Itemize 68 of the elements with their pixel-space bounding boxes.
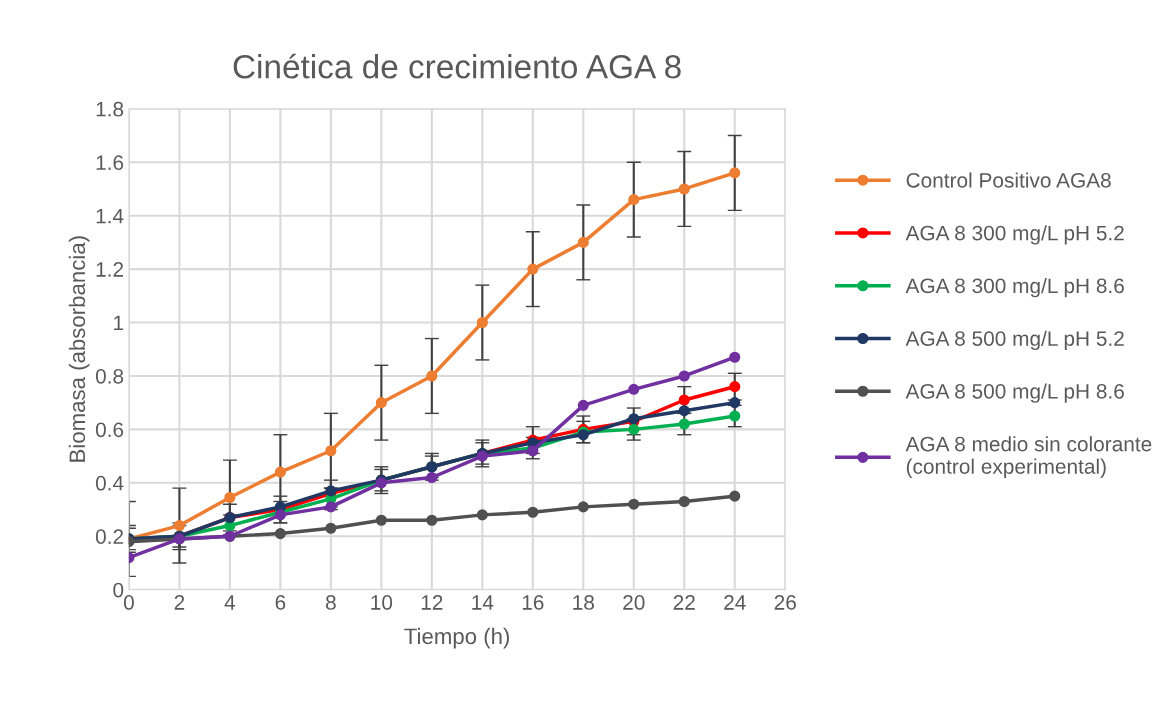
point — [577, 236, 589, 248]
x-tick-label: 2 — [174, 595, 185, 610]
point — [476, 509, 488, 521]
y-tick-label: 0.6 — [95, 422, 124, 438]
point — [527, 263, 539, 275]
legend-label: AGA 8 300 mg/L pH 5.2 — [905, 225, 1124, 245]
y-tick-label: 1.6 — [96, 155, 124, 170]
x-tick-label: 22 — [673, 595, 695, 610]
x-tick-label: 0 — [123, 595, 134, 610]
point — [628, 194, 640, 206]
y-tick-label: 1 — [114, 315, 124, 331]
point — [426, 471, 438, 484]
x-axis-title: Tiempo (h) — [404, 627, 509, 649]
point — [577, 501, 589, 513]
point — [274, 528, 286, 540]
point — [325, 445, 337, 457]
x-tick-label: 24 — [724, 595, 746, 610]
point — [426, 514, 438, 526]
point — [375, 397, 387, 409]
point — [678, 405, 690, 417]
y-tick-label: 0.4 — [95, 475, 124, 491]
point — [628, 423, 640, 435]
y-tick-label: 1.2 — [96, 262, 124, 277]
y-tick-label: 1.8 — [96, 101, 124, 117]
point — [476, 316, 488, 329]
x-tick-label: 14 — [472, 595, 494, 610]
x-tick-label: 16 — [522, 595, 544, 610]
point — [678, 370, 690, 382]
point — [678, 394, 690, 406]
x-tick-label: 10 — [371, 595, 393, 610]
legend-label: Control Positivo AGA8 — [906, 172, 1111, 188]
point — [577, 399, 589, 411]
point — [375, 514, 387, 526]
legend-label: AGA 8 500 mg/L pH 8.6 — [905, 383, 1124, 403]
point — [426, 370, 438, 382]
x-tick-label: 26 — [774, 595, 796, 610]
point — [729, 397, 741, 409]
point — [325, 501, 337, 513]
point — [325, 522, 337, 534]
point — [628, 498, 640, 510]
point — [729, 381, 741, 393]
y-tick-label: 0.2 — [95, 529, 124, 544]
point — [678, 183, 690, 195]
point — [274, 466, 286, 478]
x-tick-label: 6 — [275, 595, 286, 610]
point — [527, 506, 539, 518]
point — [729, 351, 741, 363]
x-tick-label: 4 — [224, 595, 236, 610]
x-tick-label: 12 — [421, 595, 443, 610]
point — [729, 410, 741, 422]
chart-title: Cinética de crecimiento AGA 8 — [233, 53, 681, 79]
point — [678, 495, 690, 508]
point — [628, 383, 640, 395]
x-tick-label: 8 — [325, 595, 336, 610]
point — [678, 418, 690, 430]
x-tick-label: 20 — [623, 595, 645, 610]
y-axis-title: Biomasa (absorbancia) — [68, 236, 90, 462]
point — [729, 167, 741, 179]
y-tick-label: 0.8 — [95, 368, 124, 384]
point — [224, 491, 236, 504]
point — [729, 490, 741, 502]
legend-label: AGA 8 300 mg/L pH 8.6 — [905, 277, 1124, 298]
x-tick-label: 18 — [573, 595, 594, 610]
legend-label: AGA 8 medio sin colorante (control experimental) — [905, 436, 1152, 479]
y-tick-label: 0 — [113, 582, 124, 598]
point — [173, 520, 185, 532]
y-tick-label: 1.4 — [96, 208, 124, 224]
legend-label: AGA 8 500 mg/L pH 5.2 — [905, 330, 1124, 351]
